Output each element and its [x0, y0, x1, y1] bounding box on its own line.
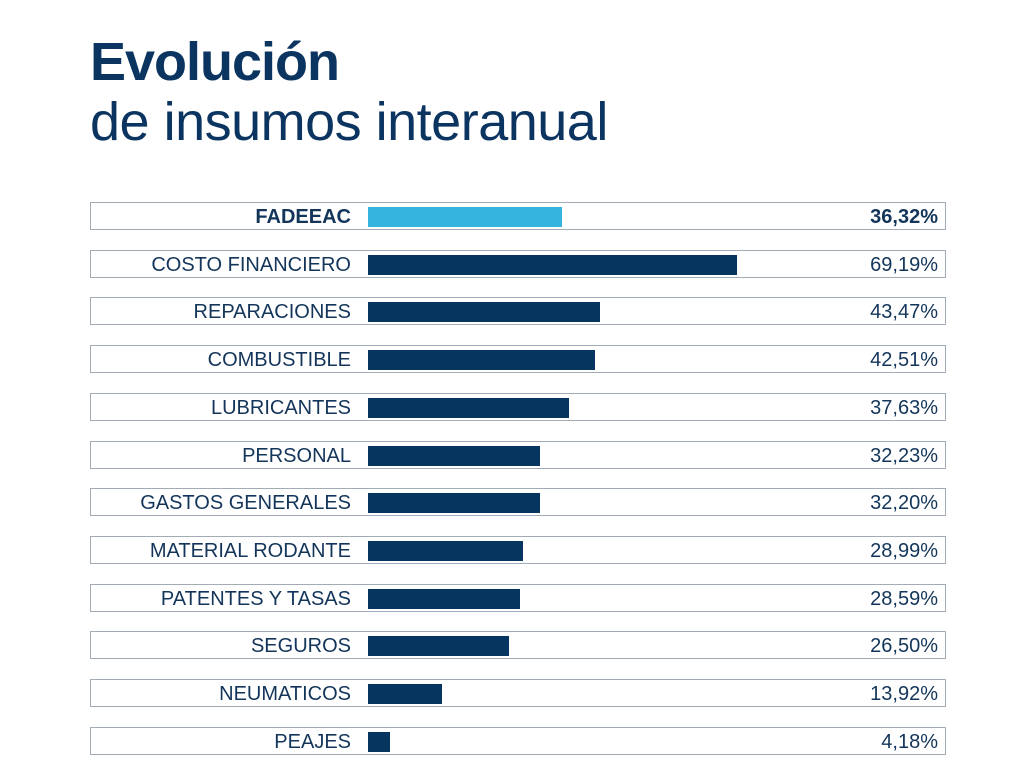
bar	[368, 302, 600, 323]
chart-title: Evolución	[90, 32, 340, 92]
category-label: LUBRICANTES	[210, 396, 351, 419]
bar-row: SEGUROS 26,50%	[90, 631, 946, 660]
category-label: PEAJES	[274, 730, 351, 753]
bar	[368, 350, 595, 371]
value-label: 32,23%	[870, 444, 938, 467]
value-label: 13,92%	[870, 683, 938, 705]
bar	[368, 493, 540, 514]
value-label: 36,32%	[870, 206, 938, 228]
value-label: 32,20%	[870, 492, 938, 515]
value-label: 43,47%	[870, 301, 938, 324]
bar	[368, 397, 569, 418]
value-label: 28,59%	[870, 587, 938, 610]
bar-row: PATENTES Y TASAS 28,59%	[90, 583, 946, 612]
bar-row: COSTO FINANCIERO 69,19%	[90, 249, 946, 278]
category-label: MATERIAL RODANTE	[149, 539, 351, 562]
bar-row: COMBUSTIBLE 42,51%	[90, 345, 946, 374]
bar-row: FADEEAC 36,32%	[90, 202, 946, 230]
bar	[368, 254, 737, 275]
bar-row: MATERIAL RODANTE 28,99%	[90, 535, 946, 564]
category-label: GASTOS GENERALES	[140, 492, 351, 515]
bar-row: PEAJES 4,18%	[90, 726, 946, 755]
bar-row: GASTOS GENERALES 32,20%	[90, 488, 946, 517]
category-label: SEGUROS	[250, 635, 351, 658]
chart-subtitle: de insumos interanual	[90, 92, 608, 152]
category-label: PERSONAL	[242, 444, 351, 467]
category-label: REPARACIONES	[193, 301, 351, 324]
bar	[368, 445, 540, 466]
value-label: 69,19%	[870, 253, 938, 276]
bar	[368, 684, 443, 704]
value-label: 37,63%	[870, 396, 938, 419]
bar-row: REPARACIONES 43,47%	[90, 297, 946, 326]
category-label: FADEEAC	[255, 206, 351, 228]
value-label: 4,18%	[881, 730, 938, 753]
category-label: PATENTES Y TASAS	[160, 587, 351, 610]
category-label: NEUMATICOS	[219, 683, 351, 705]
bar	[368, 540, 523, 561]
bar-row: NEUMATICOS 13,92%	[90, 679, 946, 707]
category-label: COSTO FINANCIERO	[151, 253, 351, 276]
category-label: COMBUSTIBLE	[207, 349, 351, 372]
bar	[368, 588, 521, 609]
bar	[368, 207, 562, 227]
value-label: 42,51%	[870, 349, 938, 372]
value-label: 26,50%	[870, 635, 938, 658]
value-label: 28,99%	[870, 539, 938, 562]
bar	[368, 731, 391, 752]
bar	[368, 636, 510, 657]
bar-row: LUBRICANTES 37,63%	[90, 392, 946, 421]
bar-row: PERSONAL 32,23%	[90, 440, 946, 469]
